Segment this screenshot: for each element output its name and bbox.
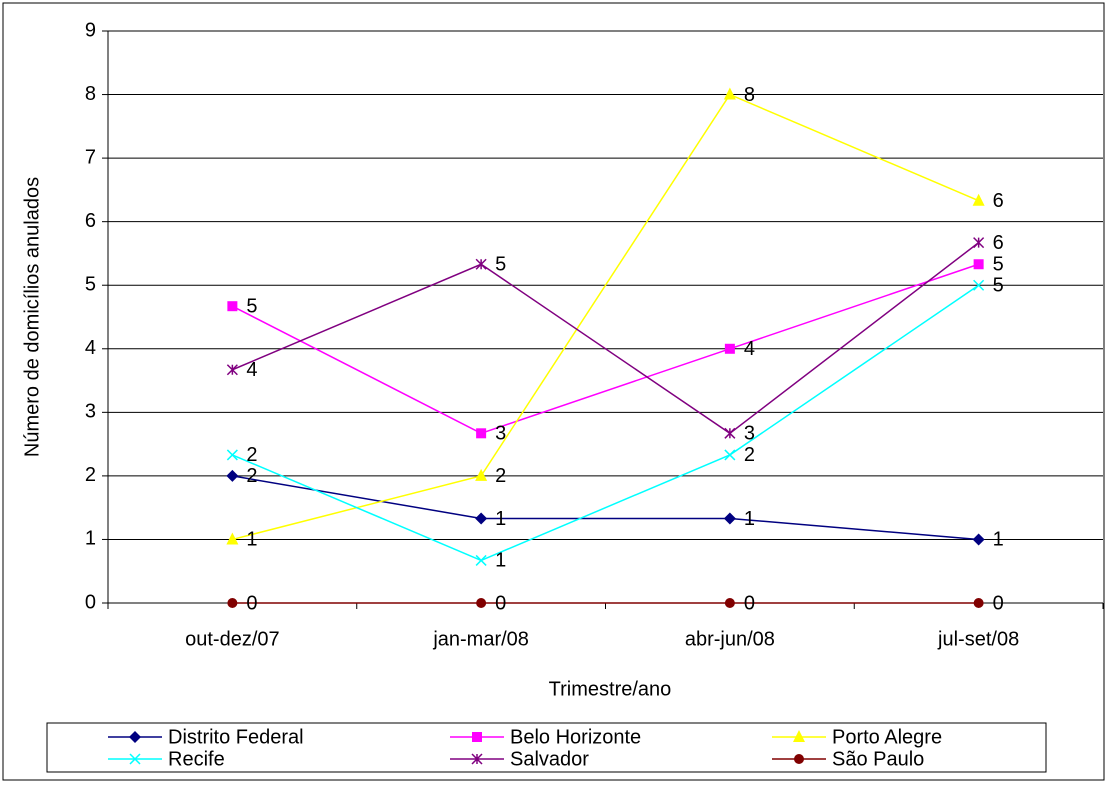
data-label: 0 <box>495 592 506 614</box>
y-tick-label: 5 <box>85 274 96 296</box>
marker <box>471 753 483 765</box>
marker <box>972 193 985 206</box>
data-label: 2 <box>246 465 257 487</box>
data-label: 1 <box>993 529 1004 551</box>
data-label: 3 <box>495 423 506 445</box>
data-label: 0 <box>246 592 257 614</box>
marker <box>227 598 238 608</box>
data-label: 1 <box>246 529 257 551</box>
marker <box>472 732 482 742</box>
data-label: 5 <box>993 275 1004 297</box>
data-label: 5 <box>993 254 1004 276</box>
data-label: 1 <box>744 508 755 530</box>
marker <box>129 731 141 743</box>
x-tick-label: jan-mar/08 <box>432 628 529 650</box>
data-label: 1 <box>495 508 506 530</box>
series-line <box>232 284 980 562</box>
data-label: 0 <box>744 592 755 614</box>
marker <box>972 533 985 546</box>
data-label: 0 <box>993 592 1004 614</box>
x-tick-label: jul-set/08 <box>937 628 1019 650</box>
marker <box>226 449 238 461</box>
y-tick-label: 2 <box>85 464 96 486</box>
legend-label: Distrito Federal <box>168 726 304 748</box>
marker <box>724 598 735 608</box>
y-tick-label: 1 <box>85 528 96 550</box>
y-tick-label: 3 <box>85 401 96 423</box>
data-label: 3 <box>744 423 755 445</box>
marker <box>475 258 487 270</box>
data-label: 1 <box>495 550 506 572</box>
marker <box>973 598 984 608</box>
data-label: 6 <box>993 232 1004 254</box>
marker <box>475 512 488 525</box>
marker <box>475 554 487 566</box>
marker <box>227 301 238 312</box>
y-tick-label: 8 <box>85 83 96 105</box>
data-label: 6 <box>993 190 1004 212</box>
marker <box>973 237 985 249</box>
data-label: 4 <box>246 359 257 381</box>
data-label: 4 <box>744 338 755 360</box>
x-tick-label: abr-jun/08 <box>685 628 775 650</box>
legend-label: Porto Alegre <box>832 726 942 748</box>
legend-label: Belo Horizonte <box>510 726 641 748</box>
marker <box>226 532 239 545</box>
marker <box>476 428 487 439</box>
marker <box>793 730 805 742</box>
y-tick-label: 9 <box>85 19 96 41</box>
marker <box>724 343 735 354</box>
legend-label: Recife <box>168 748 225 770</box>
data-label: 5 <box>246 295 257 317</box>
series-line <box>232 475 979 541</box>
data-label: 5 <box>495 254 506 276</box>
marker <box>724 449 736 461</box>
marker <box>973 279 985 291</box>
series-line <box>232 242 980 435</box>
marker <box>723 512 736 525</box>
marker <box>475 468 488 481</box>
legend <box>46 722 1047 773</box>
marker <box>476 598 487 608</box>
y-tick-label: 7 <box>85 146 96 168</box>
x-axis-title: Trimestre/ano <box>549 678 672 700</box>
marker <box>129 753 141 765</box>
legend-label: Salvador <box>510 748 589 770</box>
data-label: 2 <box>495 465 506 487</box>
y-tick-label: 6 <box>85 210 96 232</box>
marker <box>724 427 736 439</box>
marker <box>226 469 239 482</box>
data-label: 2 <box>744 444 755 466</box>
x-tick-label: out-dez/07 <box>185 628 280 650</box>
data-label: 8 <box>744 84 755 106</box>
marker <box>226 364 238 376</box>
marker <box>973 259 984 270</box>
legend-label: São Paulo <box>832 748 924 770</box>
marker <box>794 754 804 764</box>
y-tick-label: 4 <box>85 337 96 359</box>
y-axis-title: Número de domicílios anulados <box>21 177 43 457</box>
data-label: 2 <box>246 444 257 466</box>
marker <box>723 87 736 100</box>
series-line <box>232 263 979 435</box>
y-tick-label: 0 <box>85 591 96 613</box>
